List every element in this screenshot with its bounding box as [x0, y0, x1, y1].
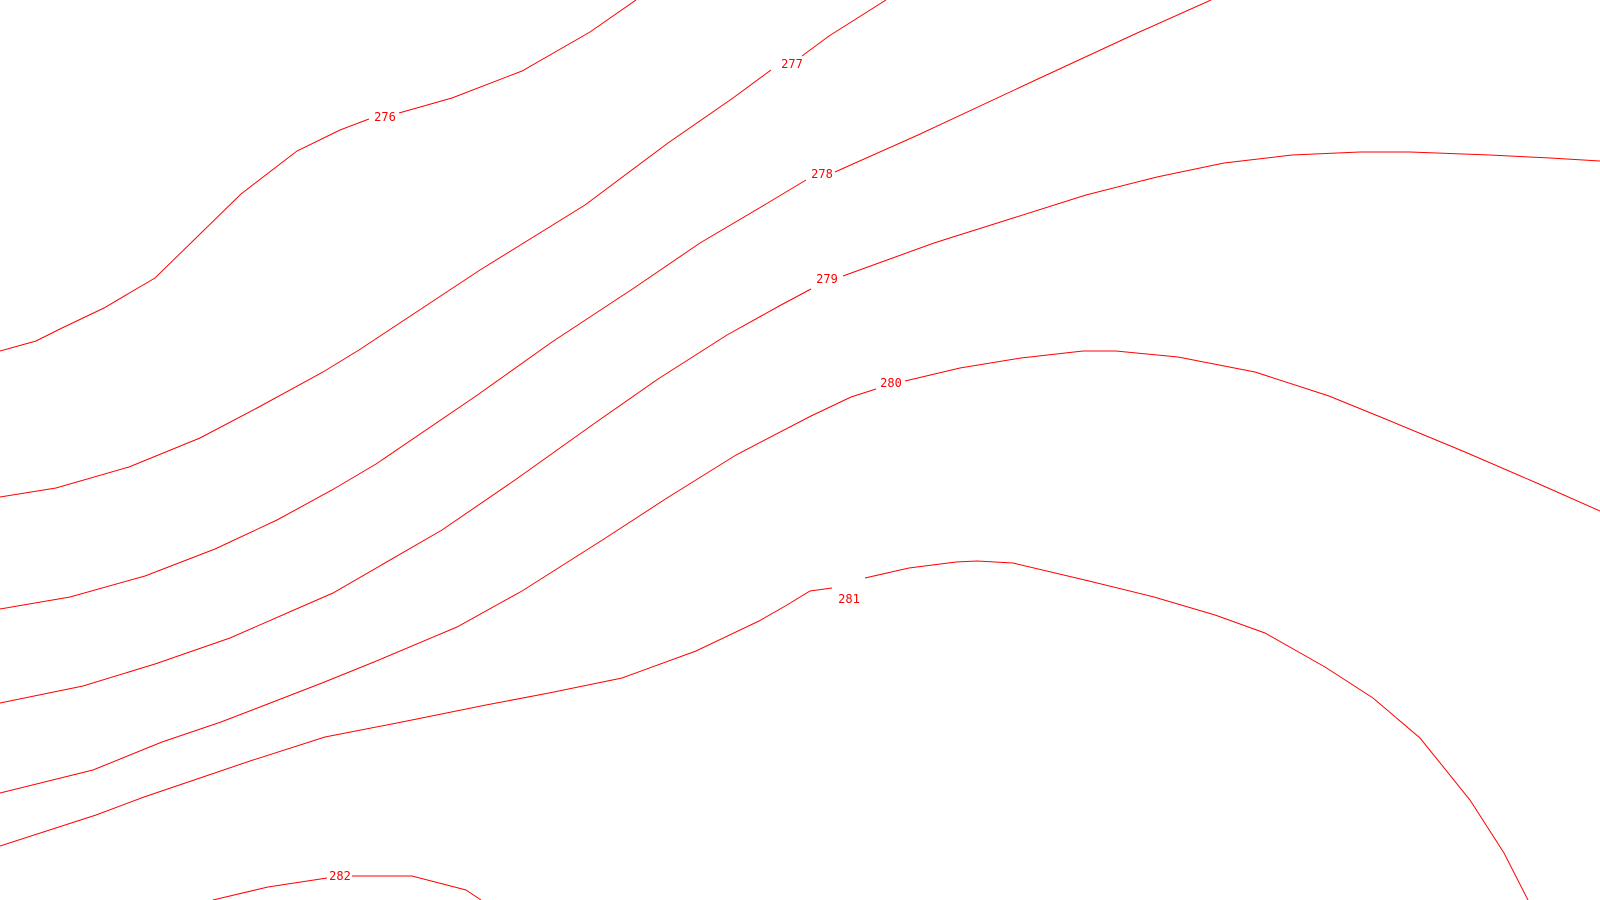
contour-label-281: 281	[838, 592, 860, 606]
contour-280: 280	[0, 350, 1600, 794]
contour-label-280: 280	[880, 376, 902, 390]
contour-line-282-a	[352, 875, 482, 900]
contour-line-280-a	[904, 350, 1600, 512]
contour-line-277-a	[801, 0, 887, 57]
contour-label-278: 278	[811, 167, 833, 181]
contour-line-279-a	[842, 151, 1600, 277]
contour-line-282-b	[212, 877, 328, 900]
contour-279: 279	[0, 151, 1600, 704]
contour-277: 277	[0, 0, 887, 498]
contour-281: 281	[0, 560, 1529, 900]
contour-line-276-b	[0, 118, 370, 352]
contour-label-282: 282	[329, 869, 351, 883]
contour-line-279-b	[0, 288, 812, 704]
contour-line-277-b	[0, 69, 772, 498]
contour-278: 278	[0, 0, 1212, 610]
contour-line-281-b	[0, 587, 833, 847]
contour-label-276: 276	[374, 110, 396, 124]
contour-line-276-a	[398, 0, 637, 114]
contour-276: 276	[0, 0, 637, 352]
contour-line-280-b	[0, 388, 877, 794]
contour-label-279: 279	[816, 272, 838, 286]
contour-line-281-a	[864, 560, 1529, 900]
contour-label-277: 277	[781, 57, 803, 71]
contour-282: 282	[212, 869, 482, 900]
contour-line-278-a	[834, 0, 1212, 173]
contour-line-278-b	[0, 179, 807, 610]
